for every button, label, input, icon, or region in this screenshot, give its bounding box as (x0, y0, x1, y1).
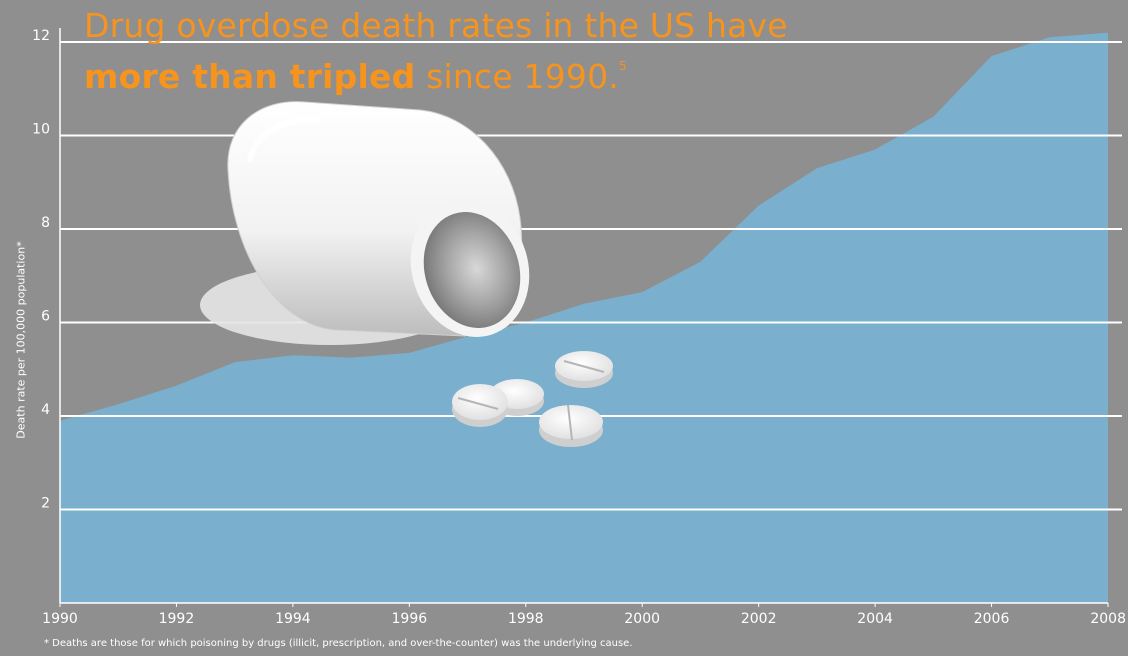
pill-bottle-illustration (200, 101, 530, 345)
x-tick-2000: 2000 (624, 611, 660, 627)
y-tick-2: 2 (41, 496, 50, 512)
y-tick-6: 6 (41, 309, 50, 325)
title-line-1: Drug overdose death rates in the US have (84, 6, 788, 45)
y-tick-10: 10 (32, 122, 50, 138)
y-tick-4: 4 (41, 402, 50, 418)
series-area (60, 32, 1108, 603)
x-tick-2002: 2002 (741, 611, 777, 627)
pills-illustration (452, 351, 613, 447)
x-tick-1990: 1990 (42, 611, 78, 627)
x-tick-1992: 1992 (159, 611, 195, 627)
x-tick-1998: 1998 (508, 611, 544, 627)
chart-title: Drug overdose death rates in the US have… (84, 6, 788, 97)
x-tick-2004: 2004 (857, 611, 893, 627)
x-tick-2008: 2008 (1090, 611, 1126, 627)
y-tick-8: 8 (41, 215, 50, 231)
y-tick-12: 12 (32, 28, 50, 44)
x-tick-1996: 1996 (392, 611, 428, 627)
x-tick-2006: 2006 (974, 611, 1010, 627)
title-reference: 5 (619, 59, 627, 73)
title-line-2: more than tripled since 1990.5 (84, 46, 788, 97)
footnote: * Deaths are those for which poisoning b… (44, 638, 633, 649)
y-axis-label: Death rate per 100,000 population* (14, 241, 28, 439)
title-line-2-rest: since 1990. (415, 57, 619, 96)
x-tick-1994: 1994 (275, 611, 311, 627)
title-emphasis: more than tripled (84, 57, 416, 96)
